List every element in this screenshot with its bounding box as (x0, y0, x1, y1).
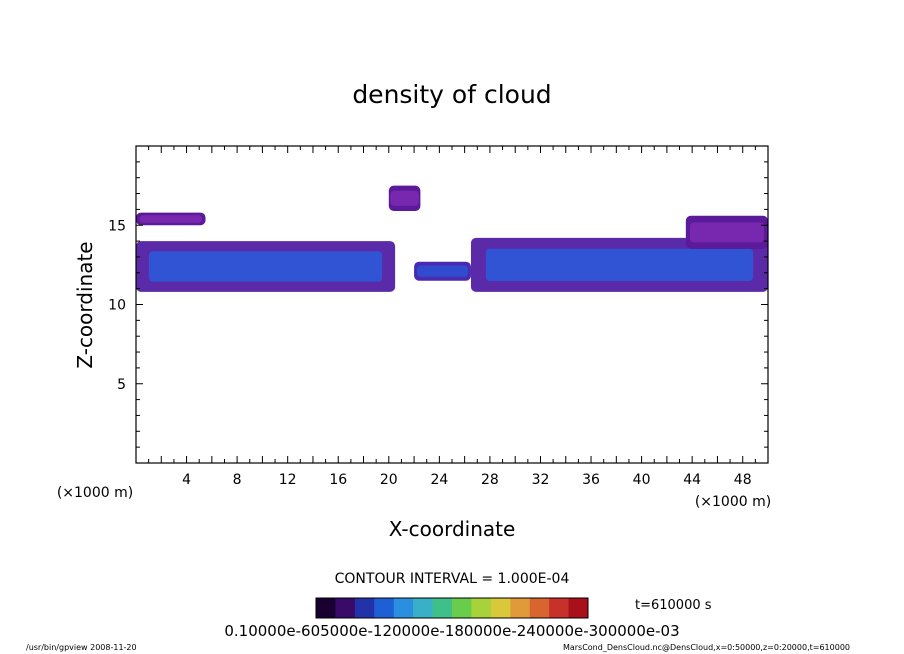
colorbar-tick-labels: 0.10000e-605000e-120000e-180000e-240000e… (224, 622, 679, 640)
y-tick-label: 15 (108, 218, 126, 234)
time-label: t=610000 s (635, 598, 712, 613)
cloud-core-2 (390, 190, 419, 206)
cloud-core-4 (485, 248, 754, 282)
colorbar (315, 597, 589, 619)
x-unit-right-label: (×1000 m) (695, 494, 771, 510)
colorbar-frame (315, 597, 589, 619)
x-tick-label: 40 (633, 472, 651, 488)
colorbar-swatch (471, 598, 492, 618)
colorbar-swatch (393, 598, 414, 618)
colorbar-swatch (529, 598, 550, 618)
cloud-core-1 (148, 251, 383, 282)
chart-title: density of cloud (352, 80, 551, 109)
x-tick-label: 28 (481, 472, 499, 488)
x-tick-label: 48 (734, 472, 752, 488)
colorbar-swatch (335, 598, 356, 618)
x-tick-label: 12 (279, 472, 297, 488)
footer-left-text: /usr/bin/gpview 2008-11-20 (26, 643, 137, 652)
colorbar-swatch (490, 598, 511, 618)
colorbar-swatch (354, 598, 375, 618)
x-tick-label: 4 (182, 472, 191, 488)
colorbar-swatch (432, 598, 453, 618)
cloud-core-5 (689, 222, 764, 243)
x-axis-label: X-coordinate (389, 517, 516, 541)
colorbar-swatch (549, 598, 570, 618)
y-tick-label: 5 (117, 377, 126, 393)
x-tick-label: 16 (329, 472, 347, 488)
x-tick-label: 8 (233, 472, 242, 488)
x-tick-label: 44 (683, 472, 701, 488)
footer-right-text: MarsCond_DensCloud.nc@DensCloud,x=0:5000… (563, 643, 850, 652)
colorbar-swatch (452, 598, 472, 618)
cloud-density-field (136, 185, 768, 292)
x-unit-left-label: (×1000 m) (57, 485, 133, 501)
colorbar-swatch (413, 598, 434, 618)
cloud-core-0 (139, 215, 203, 223)
colorbar-swatch (510, 598, 531, 618)
colorbar-swatch (374, 598, 395, 618)
x-tick-label: 24 (430, 472, 448, 488)
x-tick-label: 20 (380, 472, 398, 488)
x-tick-label: 32 (532, 472, 550, 488)
colorbar-swatch (568, 598, 589, 618)
cloud-core-3 (416, 265, 469, 277)
plot-frame (135, 145, 769, 464)
y-tick-label: 10 (108, 298, 126, 314)
colorbar-swatch (316, 598, 336, 618)
x-tick-label: 36 (582, 472, 600, 488)
y-axis-label: Z-coordinate (73, 241, 97, 368)
contour-interval-text: CONTOUR INTERVAL = 1.000E-04 (335, 571, 570, 587)
